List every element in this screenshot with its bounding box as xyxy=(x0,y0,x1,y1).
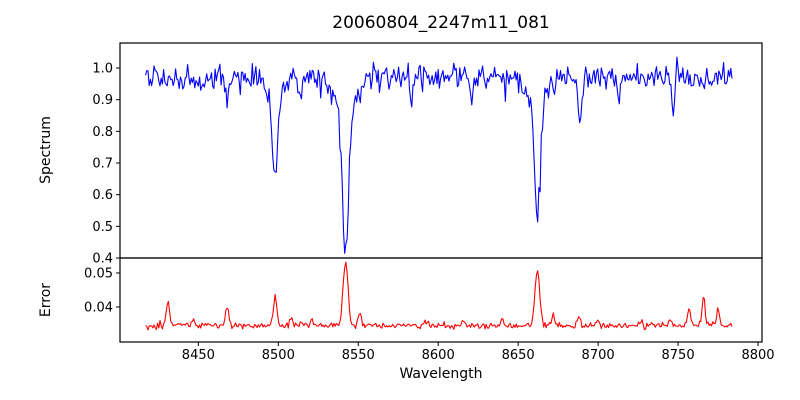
spectrum-line xyxy=(145,56,733,254)
spectrum-ytick-label: 0.6 xyxy=(92,188,113,203)
error-ytick-label: 0.05 xyxy=(84,266,113,281)
spectrum-ytick-label: 0.7 xyxy=(92,157,113,172)
xtick-label: 8550 xyxy=(342,348,375,363)
error-axes-frame xyxy=(119,257,763,343)
xtick-label: 8600 xyxy=(422,348,455,363)
chart-title: 20060804_2247m11_081 xyxy=(332,13,550,33)
error-ytick-label: 0.04 xyxy=(84,300,113,315)
x-axis-label: Wavelength xyxy=(399,366,483,382)
error-line xyxy=(145,261,733,331)
spectrum-ytick-label: 0.8 xyxy=(92,125,113,140)
spectrum-ytick-label: 1.0 xyxy=(92,62,113,77)
xtick-label: 8750 xyxy=(662,348,695,363)
spectrum-ytick-label: 0.4 xyxy=(92,252,113,267)
spectrum-ytick-label: 0.9 xyxy=(92,93,113,108)
xtick-label: 8500 xyxy=(262,348,295,363)
xtick-label: 8700 xyxy=(582,348,615,363)
xtick-label: 8450 xyxy=(182,348,215,363)
xtick-label: 8650 xyxy=(502,348,535,363)
xtick-label: 8800 xyxy=(741,348,774,363)
spectrum-ytick-label: 0.5 xyxy=(92,220,113,235)
